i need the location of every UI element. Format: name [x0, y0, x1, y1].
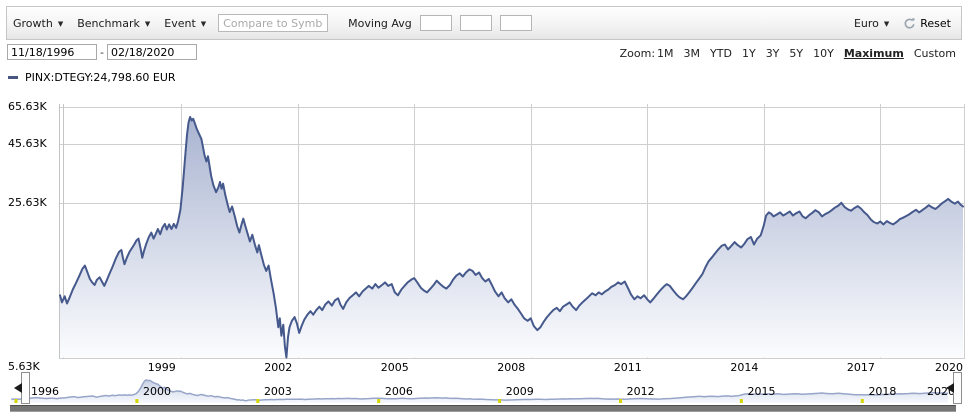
benchmark-dropdown[interactable]: Benchmark ▼ [77, 17, 150, 30]
moving-avg-input-1[interactable] [419, 15, 452, 31]
legend-label: PINX:DTEGY:24,798.60 EUR [25, 71, 176, 84]
growth-dropdown[interactable]: Growth ▼ [13, 17, 63, 30]
mini-series-line [11, 379, 949, 402]
chart-toolbar: Growth ▼ Benchmark ▼ Event ▼ Moving Avg … [6, 6, 962, 40]
legend-marker [8, 76, 18, 79]
mini-year-tick [619, 399, 622, 403]
zoom-option-3m[interactable]: 3M [683, 47, 701, 60]
currency-dropdown-label: Euro [853, 16, 879, 30]
main-chart[interactable] [59, 104, 965, 359]
zoom-option-3y[interactable]: 3Y [765, 47, 780, 60]
zoom-option-10y[interactable]: 10Y [813, 47, 834, 60]
chevron-down-icon: ▼ [883, 19, 890, 28]
zoom-option-custom[interactable]: Custom [913, 47, 956, 60]
mini-year-tick [14, 399, 18, 403]
event-dropdown-label: Event [164, 16, 196, 30]
toolbar-right-group: Euro ▼ Reset [854, 17, 951, 30]
benchmark-dropdown-label: Benchmark [77, 16, 140, 30]
mini-year-tick [860, 399, 864, 403]
moving-avg-input-3[interactable] [499, 15, 532, 31]
reset-button-label: Reset [920, 16, 951, 30]
end-date-input[interactable] [106, 44, 197, 60]
range-scrollbar[interactable] [10, 405, 956, 412]
left-handle-arrow-icon [14, 383, 22, 393]
growth-dropdown-label: Growth [13, 16, 53, 30]
currency-dropdown[interactable]: Euro ▼ [854, 17, 889, 30]
legend: PINX:DTEGY:24,798.60 EUR [8, 71, 176, 84]
mini-year-tick [256, 399, 260, 403]
mini-chart[interactable] [11, 379, 949, 403]
event-dropdown[interactable]: Event ▼ [164, 17, 206, 30]
reset-button[interactable]: Reset [903, 17, 951, 30]
left-range-handle[interactable] [14, 372, 30, 404]
mini-year-tick [739, 399, 743, 403]
zoom-controls: Zoom: 1M 3M YTD 1Y 3Y 5Y 10Y Maximum Custom [620, 47, 956, 60]
date-separator: - [100, 45, 104, 59]
zoom-option-ytd[interactable]: YTD [710, 47, 732, 60]
zoom-option-1m[interactable]: 1M [657, 47, 674, 60]
start-date-input[interactable] [7, 44, 97, 60]
moving-avg-input-2[interactable] [459, 15, 492, 31]
mini-year-tick [498, 399, 502, 403]
zoom-option-maximum[interactable]: Maximum [843, 47, 904, 60]
mini-series-area [11, 379, 949, 403]
chevron-down-icon: ▼ [200, 19, 207, 28]
right-handle-arrow-icon [946, 383, 954, 393]
chevron-down-icon: ▼ [57, 19, 64, 28]
right-range-handle[interactable] [946, 372, 962, 404]
mini-year-tick [135, 399, 139, 403]
date-range-controls: - [7, 44, 197, 60]
compare-to-symbol-input[interactable] [218, 14, 329, 32]
zoom-option-5y[interactable]: 5Y [789, 47, 804, 60]
reset-icon [904, 17, 916, 29]
zoom-label: Zoom: [619, 47, 656, 60]
mini-year-tick [377, 399, 381, 403]
series-line [59, 116, 964, 359]
zoom-option-1y[interactable]: 1Y [741, 47, 756, 60]
series-area [60, 117, 963, 358]
moving-avg-label: Moving Avg [348, 16, 412, 30]
chevron-down-icon: ▼ [144, 19, 151, 28]
